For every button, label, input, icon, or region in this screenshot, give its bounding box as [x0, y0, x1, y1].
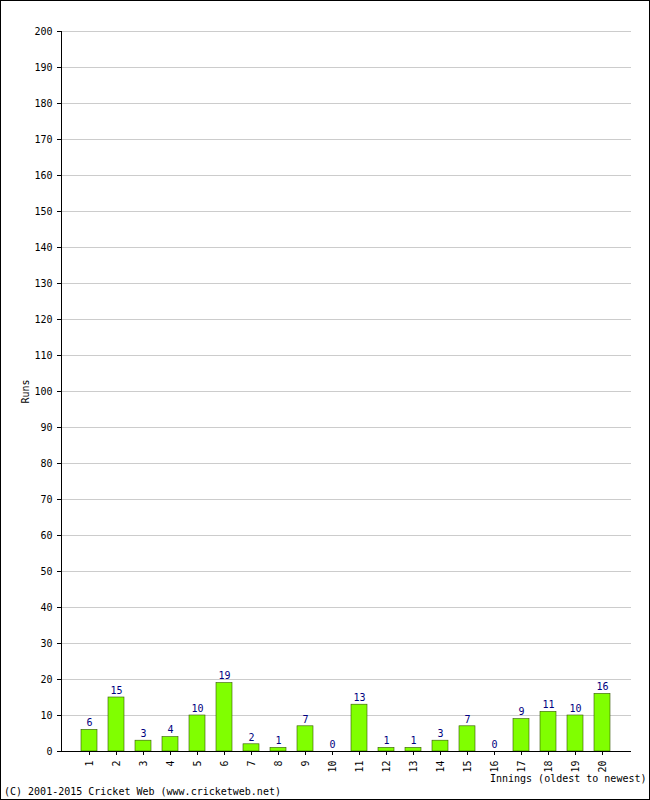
svg-text:30: 30	[40, 638, 52, 649]
svg-text:100: 100	[34, 386, 52, 397]
svg-text:11: 11	[354, 761, 365, 773]
svg-text:50: 50	[40, 566, 52, 577]
html-text:(C) 2001-2015 Cricket Web (www: (C) 2001-2015 Cricket Web (www.cricketwe…	[4, 786, 281, 797]
svg-text:180: 180	[34, 98, 52, 109]
svg-text:13: 13	[353, 692, 365, 703]
svg-text:14: 14	[435, 761, 446, 773]
svg-text:20: 20	[597, 761, 608, 773]
svg-text:190: 190	[34, 62, 52, 73]
svg-text:70: 70	[40, 494, 52, 505]
svg-text:8: 8	[273, 761, 284, 767]
svg-text:15: 15	[110, 685, 122, 696]
svg-text:90: 90	[40, 422, 52, 433]
svg-text:19: 19	[570, 761, 581, 773]
svg-text:1: 1	[410, 735, 416, 746]
svg-text:200: 200	[34, 26, 52, 37]
svg-text:15: 15	[462, 761, 473, 773]
svg-text:0: 0	[491, 739, 497, 750]
svg-text:130: 130	[34, 278, 52, 289]
svg-text:0: 0	[46, 746, 52, 757]
svg-text:16: 16	[596, 681, 608, 692]
svg-text:1: 1	[275, 735, 281, 746]
svg-text:110: 110	[34, 350, 52, 361]
svg-text:170: 170	[34, 134, 52, 145]
svg-text:10: 10	[40, 710, 52, 721]
svg-text:19: 19	[218, 670, 230, 681]
svg-text:17: 17	[516, 761, 527, 773]
svg-text:1: 1	[383, 735, 389, 746]
svg-text:5: 5	[192, 761, 203, 767]
svg-text:3: 3	[437, 728, 443, 739]
svg-text:80: 80	[40, 458, 52, 469]
svg-text:16: 16	[489, 761, 500, 773]
svg-text:10: 10	[569, 703, 581, 714]
svg-text:Runs: Runs	[20, 379, 31, 403]
svg-text:0: 0	[329, 739, 335, 750]
svg-text:4: 4	[167, 724, 173, 735]
svg-text:2: 2	[248, 732, 254, 743]
svg-text:2: 2	[111, 761, 122, 767]
svg-text:10: 10	[327, 761, 338, 773]
svg-text:7: 7	[302, 714, 308, 725]
svg-text:3: 3	[140, 728, 146, 739]
svg-text:18: 18	[543, 761, 554, 773]
svg-text:7: 7	[246, 761, 257, 767]
svg-text:6: 6	[219, 761, 230, 767]
svg-text:7: 7	[464, 714, 470, 725]
svg-text:Innings (oldest to newest): Innings (oldest to newest)	[490, 773, 647, 784]
svg-text:150: 150	[34, 206, 52, 217]
svg-text:4: 4	[165, 761, 176, 767]
svg-text:9: 9	[518, 706, 524, 717]
svg-text:6: 6	[86, 717, 92, 728]
svg-text:3: 3	[138, 761, 149, 767]
svg-text:140: 140	[34, 242, 52, 253]
svg-text:40: 40	[40, 602, 52, 613]
svg-text:13: 13	[408, 761, 419, 773]
svg-text:120: 120	[34, 314, 52, 325]
svg-text:60: 60	[40, 530, 52, 541]
svg-text:12: 12	[381, 761, 392, 773]
svg-text:10: 10	[191, 703, 203, 714]
svg-text:11: 11	[542, 699, 554, 710]
svg-text:160: 160	[34, 170, 52, 181]
svg-text:20: 20	[40, 674, 52, 685]
svg-text:9: 9	[300, 761, 311, 767]
svg-text:1: 1	[84, 761, 95, 767]
